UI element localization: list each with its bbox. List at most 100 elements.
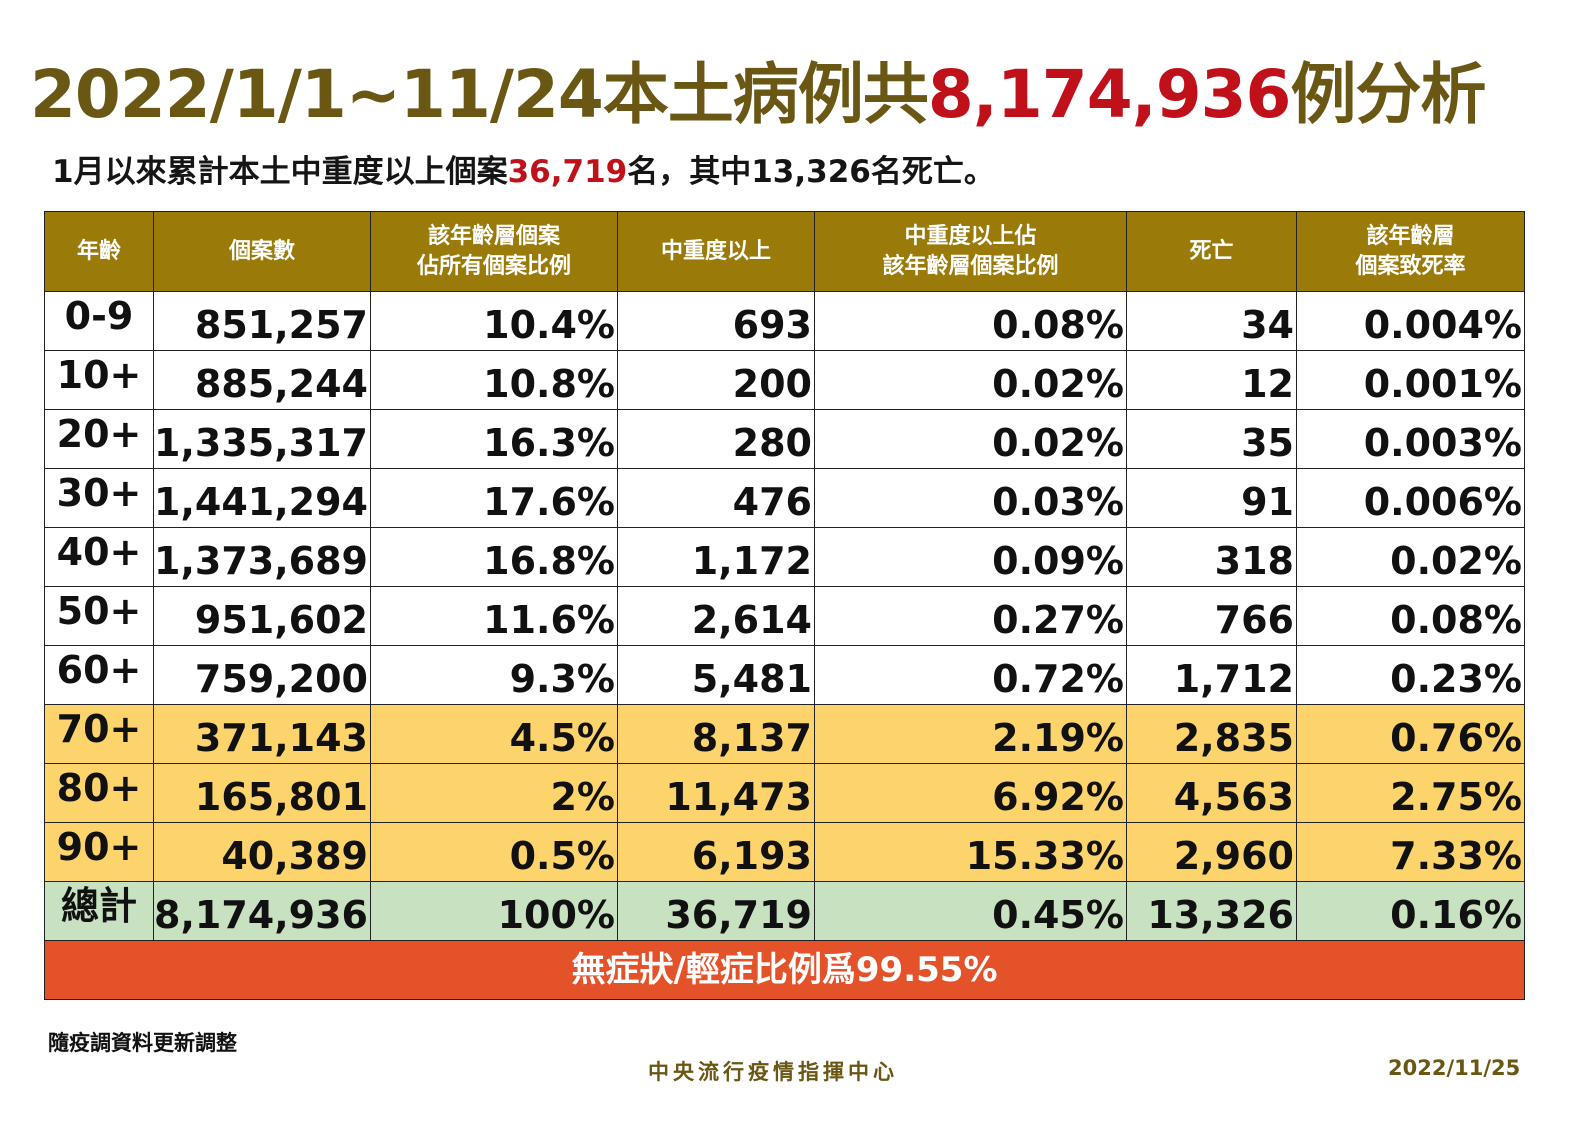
death-count-cell: 1,712 <box>1126 645 1297 705</box>
case-share-cell: 0.5% <box>370 822 618 882</box>
severe-share-cell: 0.02% <box>814 350 1127 410</box>
fatality-rate-cell: 0.003% <box>1296 409 1525 469</box>
case-count-cell: 371,143 <box>153 704 371 764</box>
death-count-cell: 2,835 <box>1126 704 1297 764</box>
subtitle-severe-count: 36,719 <box>507 154 628 190</box>
case-share-cell: 16.3% <box>370 409 618 469</box>
table-row: 40+ 1,373,689 16.8% 1,172 0.09% 318 0.02% <box>44 527 1525 587</box>
case-share-cell: 100% <box>370 881 618 941</box>
case-count-cell: 8,174,936 <box>153 881 371 941</box>
table-row: 70+ 371,143 4.5% 8,137 2.19% 2,835 0.76% <box>44 704 1525 764</box>
organization-name: 中央流行疫情指揮中心 <box>648 1060 898 1084</box>
severe-count-cell: 2,614 <box>617 586 815 646</box>
case-share-cell: 16.8% <box>370 527 618 587</box>
severe-count-cell: 693 <box>617 291 815 351</box>
age-group-cell: 80+ <box>44 763 154 823</box>
severe-share-cell: 0.72% <box>814 645 1127 705</box>
total-row: 總計 8,174,936 100% 36,719 0.45% 13,326 0.16% <box>44 881 1525 941</box>
fatality-rate-cell: 0.004% <box>1296 291 1525 351</box>
case-count-cell: 1,335,317 <box>153 409 371 469</box>
col-header-cases: 個案數 <box>153 211 371 292</box>
severe-count-cell: 36,719 <box>617 881 815 941</box>
case-share-cell: 17.6% <box>370 468 618 528</box>
fatality-rate-cell: 7.33% <box>1296 822 1525 882</box>
col-header-text: 個案致死率 <box>1355 253 1466 279</box>
page-title: 2022/1/1~11/24本土病例共8,174,936例分析 <box>30 50 1560 140</box>
severe-share-cell: 0.45% <box>814 881 1127 941</box>
case-share-cell: 10.8% <box>370 350 618 410</box>
col-header-text: 中重度以上佔 <box>904 223 1037 249</box>
subtitle-prefix: 1月以來累計本土中重度以上個案 <box>52 154 508 190</box>
death-count-cell: 35 <box>1126 409 1297 469</box>
case-count-cell: 165,801 <box>153 763 371 823</box>
fatality-rate-cell: 0.001% <box>1296 350 1525 410</box>
case-count-cell: 885,244 <box>153 350 371 410</box>
title-suffix: 例分析 <box>1290 56 1486 133</box>
fatality-rate-cell: 2.75% <box>1296 763 1525 823</box>
severe-share-cell: 15.33% <box>814 822 1127 882</box>
severe-share-cell: 0.02% <box>814 409 1127 469</box>
publish-date: 2022/11/25 <box>1388 1056 1521 1080</box>
table-row: 80+ 165,801 2% 11,473 6.92% 4,563 2.75% <box>44 763 1525 823</box>
severe-share-cell: 0.08% <box>814 291 1127 351</box>
fatality-rate-cell: 0.02% <box>1296 527 1525 587</box>
table-row: 10+ 885,244 10.8% 200 0.02% 12 0.001% <box>44 350 1525 410</box>
severe-count-cell: 476 <box>617 468 815 528</box>
age-group-cell: 70+ <box>44 704 154 764</box>
death-count-cell: 13,326 <box>1126 881 1297 941</box>
col-header-text: 該年齡層個案 <box>427 223 560 249</box>
fatality-rate-cell: 0.08% <box>1296 586 1525 646</box>
age-group-cell: 20+ <box>44 409 154 469</box>
case-analysis-table: 年齡 個案數 該年齡層個案 佔所有個案比例 中重度以上 中重度以上佔 該年齡層個案比… <box>44 211 1525 1000</box>
severe-share-cell: 0.03% <box>814 468 1127 528</box>
case-count-cell: 40,389 <box>153 822 371 882</box>
fatality-rate-cell: 0.76% <box>1296 704 1525 764</box>
case-share-cell: 9.3% <box>370 645 618 705</box>
age-group-cell: 50+ <box>44 586 154 646</box>
severe-count-cell: 280 <box>617 409 815 469</box>
severe-count-cell: 8,137 <box>617 704 815 764</box>
age-group-cell: 40+ <box>44 527 154 587</box>
page-subtitle: 1月以來累計本土中重度以上個案36,719名，其中13,326名死亡。 <box>52 150 995 194</box>
fatality-rate-cell: 0.23% <box>1296 645 1525 705</box>
case-count-cell: 1,373,689 <box>153 527 371 587</box>
table-row: 50+ 951,602 11.6% 2,614 0.27% 766 0.08% <box>44 586 1525 646</box>
col-header-case-share: 該年齡層個案 佔所有個案比例 <box>370 211 618 292</box>
col-header-text: 該年齡層個案比例 <box>882 253 1059 279</box>
subtitle-suffix: 名，其中13,326名死亡。 <box>627 154 995 190</box>
severe-count-cell: 1,172 <box>617 527 815 587</box>
case-share-cell: 10.4% <box>370 291 618 351</box>
footer-row: 無症狀/輕症比例爲99.55% <box>44 940 1525 1000</box>
col-header-text: 年齡 <box>76 238 121 264</box>
fatality-rate-cell: 0.16% <box>1296 881 1525 941</box>
col-header-deaths: 死亡 <box>1126 211 1297 292</box>
col-header-age: 年齡 <box>44 211 154 292</box>
table-row: 30+ 1,441,294 17.6% 476 0.03% 91 0.006% <box>44 468 1525 528</box>
case-count-cell: 1,441,294 <box>153 468 371 528</box>
case-count-cell: 851,257 <box>153 291 371 351</box>
death-count-cell: 318 <box>1126 527 1297 587</box>
col-header-text: 中重度以上 <box>660 238 771 264</box>
case-share-cell: 2% <box>370 763 618 823</box>
age-group-cell: 總計 <box>44 881 154 941</box>
table-body: 0-9 851,257 10.4% 693 0.08% 34 0.004% 10+ 885,24… <box>44 291 1525 941</box>
col-header-text: 該年齡層 <box>1366 223 1455 249</box>
age-group-cell: 0-9 <box>44 291 154 351</box>
table-header-row: 年齡 個案數 該年齡層個案 佔所有個案比例 中重度以上 中重度以上佔 該年齡層個案比… <box>44 211 1525 292</box>
case-share-cell: 11.6% <box>370 586 618 646</box>
age-group-cell: 60+ <box>44 645 154 705</box>
fatality-rate-cell: 0.006% <box>1296 468 1525 528</box>
age-group-cell: 90+ <box>44 822 154 882</box>
table-row: 20+ 1,335,317 16.3% 280 0.02% 35 0.003% <box>44 409 1525 469</box>
age-group-cell: 10+ <box>44 350 154 410</box>
death-count-cell: 12 <box>1126 350 1297 410</box>
table-row: 0-9 851,257 10.4% 693 0.08% 34 0.004% <box>44 291 1525 351</box>
severe-count-cell: 5,481 <box>617 645 815 705</box>
table-row: 90+ 40,389 0.5% 6,193 15.33% 2,960 7.33% <box>44 822 1525 882</box>
col-header-fatality-rate: 該年齡層 個案致死率 <box>1296 211 1525 292</box>
death-count-cell: 766 <box>1126 586 1297 646</box>
col-header-severe: 中重度以上 <box>617 211 815 292</box>
table-row: 60+ 759,200 9.3% 5,481 0.72% 1,712 0.23% <box>44 645 1525 705</box>
death-count-cell: 34 <box>1126 291 1297 351</box>
death-count-cell: 2,960 <box>1126 822 1297 882</box>
